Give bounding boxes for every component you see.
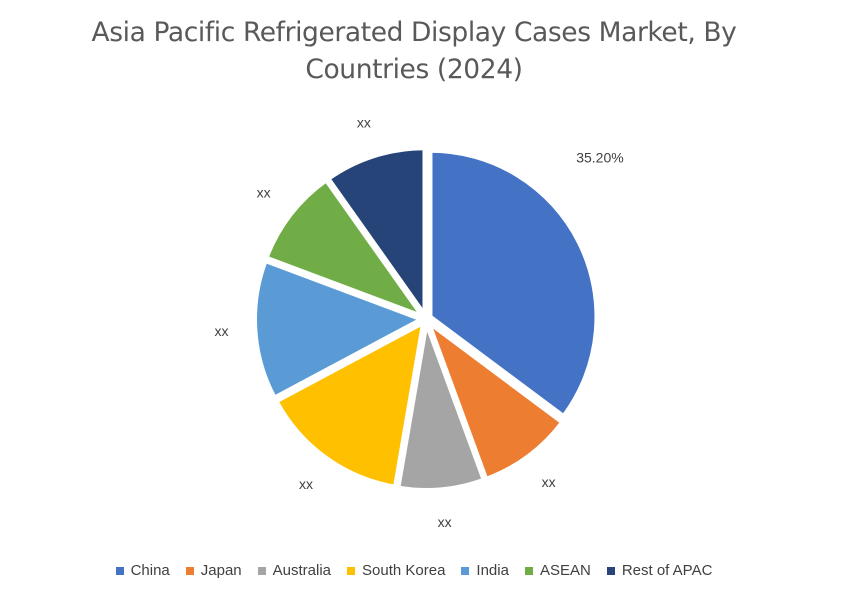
legend-swatch [524,566,533,575]
legend-item-rest-of-apac: Rest of APAC [606,562,713,579]
legend-label: Rest of APAC [621,562,713,579]
data-label-china: 35.20% [576,149,623,165]
pie-slice-china [428,148,599,419]
pie-slice-rest-of-apac [325,146,427,321]
chart-title-line-1: Asia Pacific Refrigerated Display Cases … [91,17,737,48]
legend-swatch [257,566,266,575]
legend-item-china: China [115,562,170,579]
legend-swatch [347,566,356,575]
legend-label: South Korea [362,562,446,579]
pie-slice-india [253,258,426,401]
chart-legend: China Japan Australia South Korea India ASEAN… [0,562,828,579]
legend-swatch [185,566,194,575]
legend-swatch [461,566,470,575]
data-label-australia: xx [438,514,452,530]
legend-item-japan: Japan [185,562,242,579]
pie-slice-australia [396,316,487,492]
chart-title: Asia Pacific Refrigerated Display Cases … [0,14,828,88]
legend-item-south-korea: South Korea [347,562,445,579]
legend-label: ASEAN [539,562,591,579]
legend-item-australia: Australia [257,562,332,579]
data-label-japan: xx [542,474,556,490]
pie-slice-south-korea [273,319,426,489]
legend-label: China [130,562,170,579]
legend-label: India [476,562,509,579]
data-label-india: xx [214,323,228,339]
legend-item-asean: ASEAN [524,562,591,579]
legend-item-india: India [461,562,509,579]
pie-slice-asean [263,177,428,321]
pie-chart: 35.20% xx xx xx xx xx xx [214,114,623,530]
legend-label: Australia [272,562,332,579]
data-label-rest-of-apac: xx [357,114,371,130]
data-label-south-korea: xx [299,476,313,492]
pie-slice-japan [424,317,565,482]
chart-title-line-2: Countries (2024) [305,54,523,85]
legend-swatch [606,566,615,575]
legend-label: Japan [200,562,242,579]
data-label-asean: xx [257,185,271,201]
legend-swatch [115,566,124,575]
